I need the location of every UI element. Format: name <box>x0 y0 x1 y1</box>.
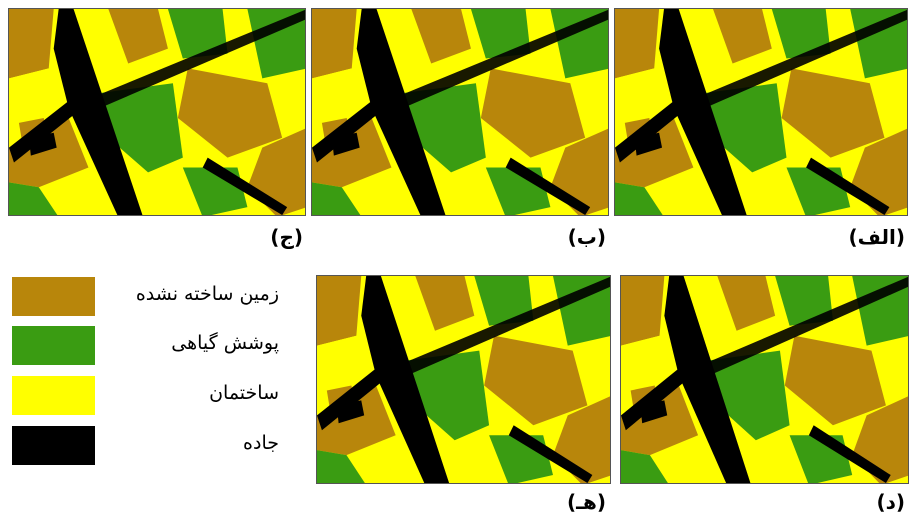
map-panel <box>311 8 609 216</box>
legend-swatch <box>12 277 95 316</box>
legend-label: پوشش گیاهی <box>171 332 279 354</box>
map-panel <box>316 275 611 484</box>
legend-swatch <box>12 426 95 465</box>
panel-label: (ب) <box>567 225 606 249</box>
legend-swatch <box>12 376 95 415</box>
map-panel <box>8 8 306 216</box>
panel-label: (د) <box>876 490 905 514</box>
legend-label: ساختمان <box>209 382 279 404</box>
legend-label: زمین ساخته نشده <box>135 283 279 305</box>
legend-swatch <box>12 326 95 365</box>
panel-label: (هـ) <box>567 490 606 514</box>
map-panel <box>620 275 909 484</box>
panel-label: (ج) <box>270 225 303 249</box>
panel-label: (الف) <box>848 225 905 249</box>
map-panel <box>614 8 908 216</box>
legend-label: جاده <box>243 432 279 454</box>
